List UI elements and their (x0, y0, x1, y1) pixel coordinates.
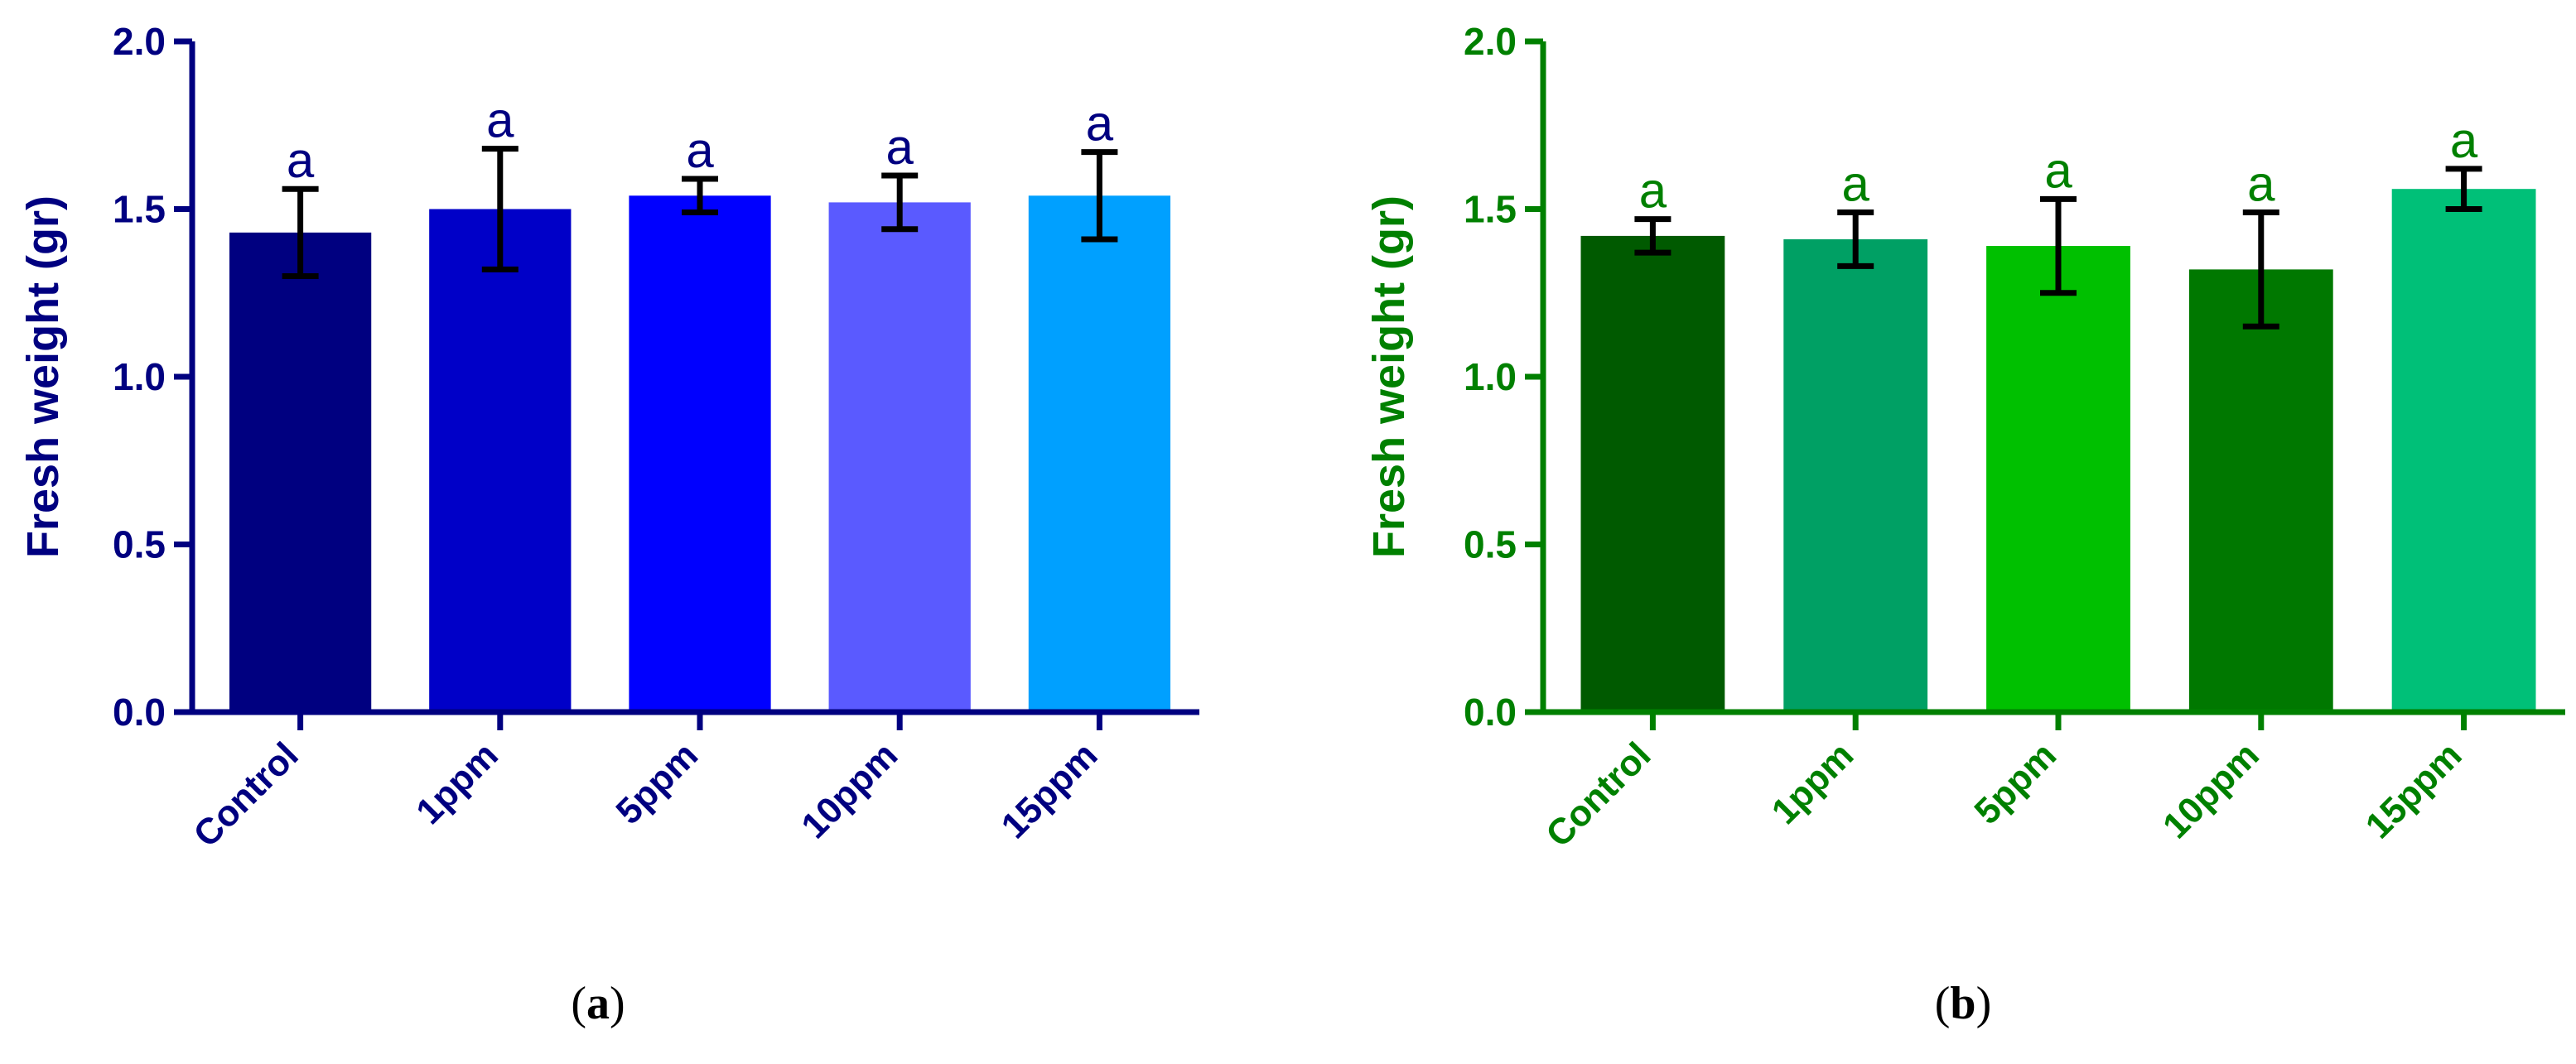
x-tick-label-5ppm: 5ppm (1966, 734, 2064, 832)
error-bar-15ppm (2445, 166, 2482, 212)
x-tick-label-control: Control (1538, 734, 1658, 855)
bar-1ppm (429, 209, 572, 712)
caption-a: (a) (571, 978, 625, 1029)
error-bar-10ppm (881, 172, 919, 233)
y-tick-label: 2.0 (113, 20, 166, 63)
significance-label: a (2450, 113, 2478, 168)
significance-label: a (287, 132, 315, 188)
significance-label: a (686, 123, 714, 178)
bar-5ppm (629, 195, 771, 713)
y-tick-label: 0.5 (113, 523, 166, 566)
error-bar-5ppm (2040, 195, 2077, 296)
x-tick-label-control: Control (186, 734, 306, 855)
y-tick-label: 1.0 (1464, 355, 1517, 398)
error-bar-control (282, 185, 319, 279)
significance-label: a (886, 119, 914, 175)
significance-label: a (2247, 156, 2275, 212)
y-tick-label: 2.0 (1464, 20, 1517, 63)
caption-a-label: a (586, 978, 610, 1029)
significance-label: a (2044, 142, 2072, 198)
y-tick-label: 0.5 (1464, 523, 1517, 566)
x-tick-label-15ppm: 15ppm (994, 734, 1106, 846)
x-tick-label-10ppm: 10ppm (2155, 734, 2267, 846)
significance-label: a (1842, 156, 1870, 212)
x-tick-label-10ppm: 10ppm (794, 734, 905, 846)
bar-10ppm (828, 202, 971, 712)
y-axis-title: Fresh weight (gr) (18, 195, 68, 558)
x-tick-label-5ppm: 5ppm (608, 734, 706, 832)
bar-10ppm (2188, 269, 2333, 712)
error-bar-control (1634, 216, 1672, 256)
bar-15ppm (2391, 189, 2536, 712)
x-tick-label-1ppm: 1ppm (1764, 734, 1862, 832)
error-bar-5ppm (682, 176, 718, 216)
error-bar-1ppm (1837, 209, 1874, 269)
error-bar-15ppm (1081, 149, 1118, 243)
x-tick-label-1ppm: 1ppm (408, 734, 506, 832)
y-tick-label: 0.0 (113, 691, 166, 734)
significance-label: a (1086, 96, 1114, 152)
significance-label: a (1639, 163, 1667, 219)
bar-15ppm (1028, 195, 1171, 713)
error-bar-10ppm (2242, 209, 2279, 330)
significance-label: a (486, 93, 514, 148)
y-tick-label: 1.5 (113, 188, 166, 231)
bar-control (1580, 235, 1725, 712)
bar-1ppm (1783, 238, 1928, 712)
chart-panel-b: a a a a a 0.0 0.5 1.0 1.5 2.0 Control 1ppm 5ppm 10ppm… (1364, 20, 2565, 855)
y-tick-label: 1.5 (1464, 188, 1517, 231)
x-tick-label-15ppm: 15ppm (2358, 734, 2470, 846)
chart-panel-a: a a a a a 0.0 0.5 1.0 1.5 2.0 Control 1ppm 5ppm 10ppm… (18, 20, 1199, 855)
caption-b-label: b (1950, 978, 1976, 1029)
bar-control (229, 232, 372, 713)
bar-5ppm (1986, 246, 2130, 712)
y-tick-label: 1.0 (113, 355, 166, 398)
y-axis-title: Fresh weight (gr) (1364, 195, 1414, 558)
y-tick-label: 0.0 (1464, 691, 1517, 734)
caption-b: (b) (1934, 978, 1992, 1029)
error-bar-1ppm (481, 146, 519, 272)
